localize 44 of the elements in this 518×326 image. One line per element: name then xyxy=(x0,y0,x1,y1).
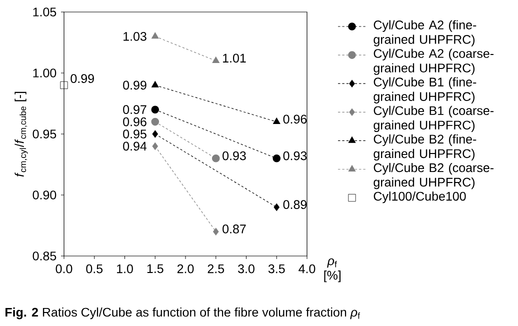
data-label: 0.89 xyxy=(283,200,307,209)
point xyxy=(151,106,160,114)
point xyxy=(213,228,219,236)
x-tick-label: 2.5 xyxy=(208,264,224,274)
point xyxy=(212,154,220,162)
y-tick-label: 1.05 xyxy=(33,8,56,16)
x-axis-title: ρ$_{f}$ [%] xyxy=(324,258,341,282)
point xyxy=(152,130,158,138)
data-label: 0.93 xyxy=(222,151,246,160)
x-tick-label: 1.5 xyxy=(147,264,164,274)
data-label: 1.01 xyxy=(223,54,246,63)
data-label: 1.03 xyxy=(124,32,146,41)
data-label: 0.99 xyxy=(123,80,146,90)
data-label: 0.95 xyxy=(123,130,146,138)
legend-label: Cyl/Cube A2 (fine-grained UHPFRC) xyxy=(374,20,476,46)
x-tick-label: 0.0 xyxy=(56,264,72,274)
point xyxy=(152,142,158,150)
x-tick-label: 2.0 xyxy=(177,264,194,274)
legend-label: Cyl/Cube A2 (coarse-grained UHPFRC) xyxy=(374,48,494,75)
x-tick-label: 4.0 xyxy=(298,264,316,274)
data-label: 0.87 xyxy=(222,224,246,234)
legend-label: Cyl/Cube B1 (fine-grained UHPFRC) xyxy=(374,77,476,104)
data-label: 0.97 xyxy=(123,105,146,114)
point xyxy=(274,204,280,211)
legend-label: Cyl100/Cube100 xyxy=(374,192,466,204)
y-tick-label: 0.95 xyxy=(32,130,56,138)
x-tick-label: 1.0 xyxy=(117,264,133,274)
text: Fig. 2 Ratios Cyl/Cube as function of the fibre volume fraction ρ$_{f}$ xyxy=(5,307,360,320)
data-label: 0.96 xyxy=(123,117,146,126)
legend-label: Cyl/Cube B1 (coarse-grained UHPFRC) xyxy=(374,106,494,132)
legend-label: Cyl/Cube B2 (fine-grained UHPFRC) xyxy=(374,134,476,161)
point xyxy=(272,154,281,162)
y-tick-label: 0.85 xyxy=(32,252,56,260)
x-tick-label: 3.5 xyxy=(268,264,285,274)
x-tick-label: 0.5 xyxy=(86,264,103,274)
point xyxy=(60,81,68,89)
data-label: 0.99 xyxy=(70,74,94,83)
data-label: 0.94 xyxy=(123,142,147,151)
point xyxy=(151,118,160,126)
y-tick-label: 0.90 xyxy=(32,190,56,200)
legend-label: Cyl/Cube B2 (coarse-grained UHPFRC) xyxy=(374,162,494,190)
x-tick-label: 3.0 xyxy=(238,264,254,274)
y-tick-label: 1.00 xyxy=(33,68,56,78)
y-axis-title: f$_{cm,cyl}$/f$_{cm,cube}$ [-] xyxy=(14,92,28,177)
